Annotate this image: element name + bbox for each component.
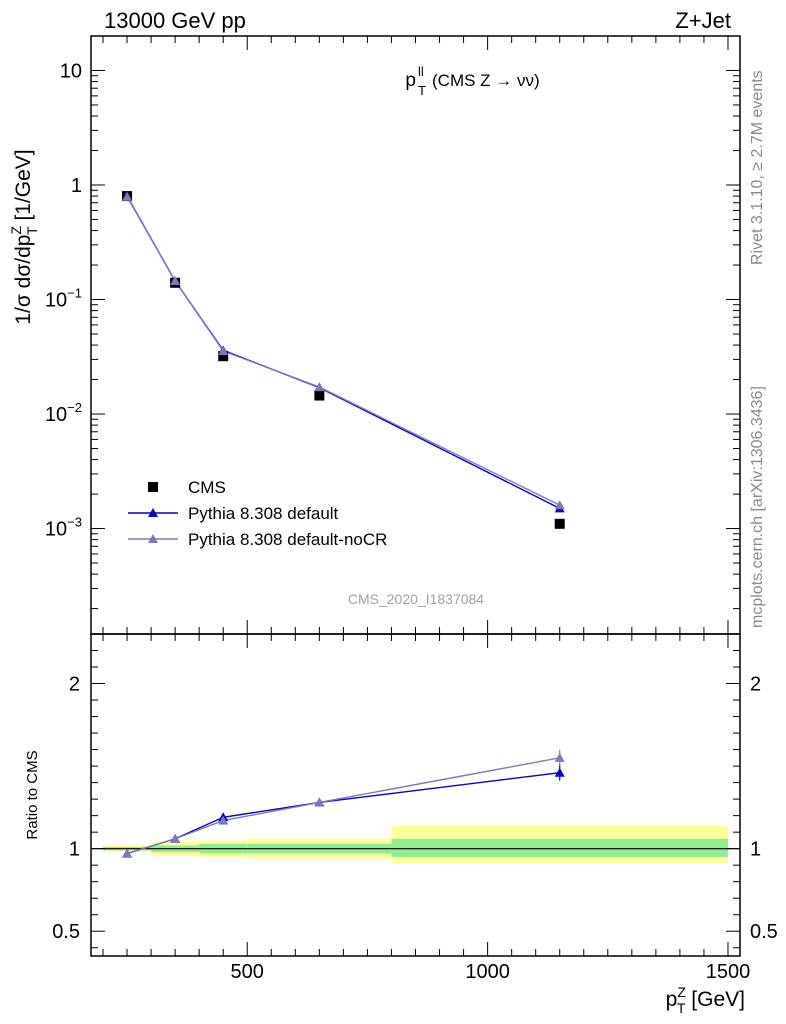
ratio-point-noCR	[314, 797, 325, 807]
ratio-ytick-label: 1	[69, 839, 80, 861]
ratio-frame	[90, 633, 741, 957]
xtick-label: 1000	[465, 961, 510, 983]
main-ytick-label-base: 10	[45, 290, 67, 312]
header-right: Z+Jet	[675, 8, 731, 33]
ratio-ytick-label: 2	[69, 674, 80, 696]
legend-label-data: CMS	[188, 478, 226, 497]
legend-label-default: Pythia 8.308 default	[188, 504, 339, 523]
point-noCR	[122, 191, 133, 201]
xlabel-sub: T	[677, 1000, 686, 1016]
analysis-id: CMS_2020_I1837084	[348, 591, 484, 607]
ratio-ytick-label-right: 0.5	[750, 921, 778, 943]
xlabel-post: [GeV]	[685, 988, 745, 1011]
plot-title-sub: T	[418, 83, 426, 98]
ratio-point-noCR	[122, 848, 133, 858]
legend-label-noCR: Pythia 8.308 default-noCR	[188, 530, 387, 549]
legend-marker-cms	[148, 482, 158, 492]
rivet-label: Rivet 3.1.10, ≥ 2.7M events	[749, 70, 766, 265]
series-line-noCR	[126, 196, 561, 506]
data-point-cms	[314, 390, 325, 401]
ratio-ylabel: Ratio to CMS	[24, 750, 41, 839]
legend-marker-default	[148, 508, 158, 517]
main-ytick-label: 10−1	[45, 286, 82, 312]
legend-marker-noCR	[148, 534, 158, 543]
main-ylabel-sup: Z	[8, 226, 24, 235]
ratio-point-noCR	[170, 833, 181, 843]
point-noCR	[170, 276, 181, 286]
svg-text:pZT [GeV]: pZ T [GeV]	[666, 984, 745, 1016]
ratio-panel: 0.5 0.5 1 1 2 2 500 1000 1500 Ratio to CMS pZ T […	[24, 633, 778, 1016]
main-ytick-label-exp: −1	[67, 286, 82, 301]
main-ylabel: 1/σ dσ/dpZT [1/GeV]	[8, 149, 40, 324]
ratio-point-noCR	[218, 815, 229, 825]
ratio-ytick-label-right: 2	[750, 674, 761, 696]
point-noCR	[554, 500, 565, 510]
main-ytick-label: 1	[71, 175, 82, 197]
xlabel-pre: p	[666, 988, 678, 1011]
legend: CMS Pythia 8.308 default Pythia 8.308 defa…	[128, 478, 387, 549]
main-ylabel-sub: T	[24, 226, 40, 235]
svg-text:1/σ dσ/dpZT [1/GeV]: 1/σ dσ/dpZT [1/GeV]	[8, 149, 40, 324]
ratio-ytick-label-right: 1	[750, 839, 761, 861]
ratio-point-noCR	[554, 752, 565, 762]
series-line-default	[126, 195, 561, 510]
xtick-label: 500	[231, 961, 264, 983]
point-noCR	[218, 346, 229, 356]
ratio-ticks: 0.5 0.5 1 1 2 2 500 1000 1500	[52, 634, 778, 983]
ratio-marks	[91, 749, 740, 864]
main-ylabel-post: [1/GeV]	[12, 149, 35, 226]
ratio-band-inner	[391, 838, 728, 857]
header-left: 13000 GeV pp	[104, 8, 246, 33]
plot-title-sup: ll	[418, 64, 424, 79]
ratio-point-default	[554, 767, 565, 777]
main-ytick-label: 10−2	[45, 400, 82, 426]
xlabel: pZ T [GeV]	[666, 984, 745, 1016]
plot-title-rest: (CMS Z → νν)	[432, 71, 540, 90]
main-ylabel-pre: 1/σ dσ/dp	[12, 235, 35, 325]
main-ytick-label-exp: −2	[67, 400, 82, 415]
main-marks	[122, 191, 565, 529]
main-ytick-label: 10	[60, 60, 82, 82]
point-noCR	[314, 382, 325, 392]
mcplots-label: mcplots.cern.ch [arXiv:1306.3436]	[749, 386, 766, 628]
main-ytick-label: 10−3	[45, 515, 82, 541]
xtick-label: 1500	[706, 961, 751, 983]
plot-title-main: p	[405, 70, 416, 91]
xlabel-sup: Z	[677, 984, 686, 1000]
main-ytick-label-base: 10	[45, 404, 67, 426]
main-ytick-label-exp: −3	[67, 515, 82, 530]
ratio-ytick-label: 0.5	[52, 921, 80, 943]
data-point-cms	[218, 351, 229, 362]
data-point-cms	[554, 518, 565, 529]
main-ytick-label-base: 10	[45, 519, 67, 541]
